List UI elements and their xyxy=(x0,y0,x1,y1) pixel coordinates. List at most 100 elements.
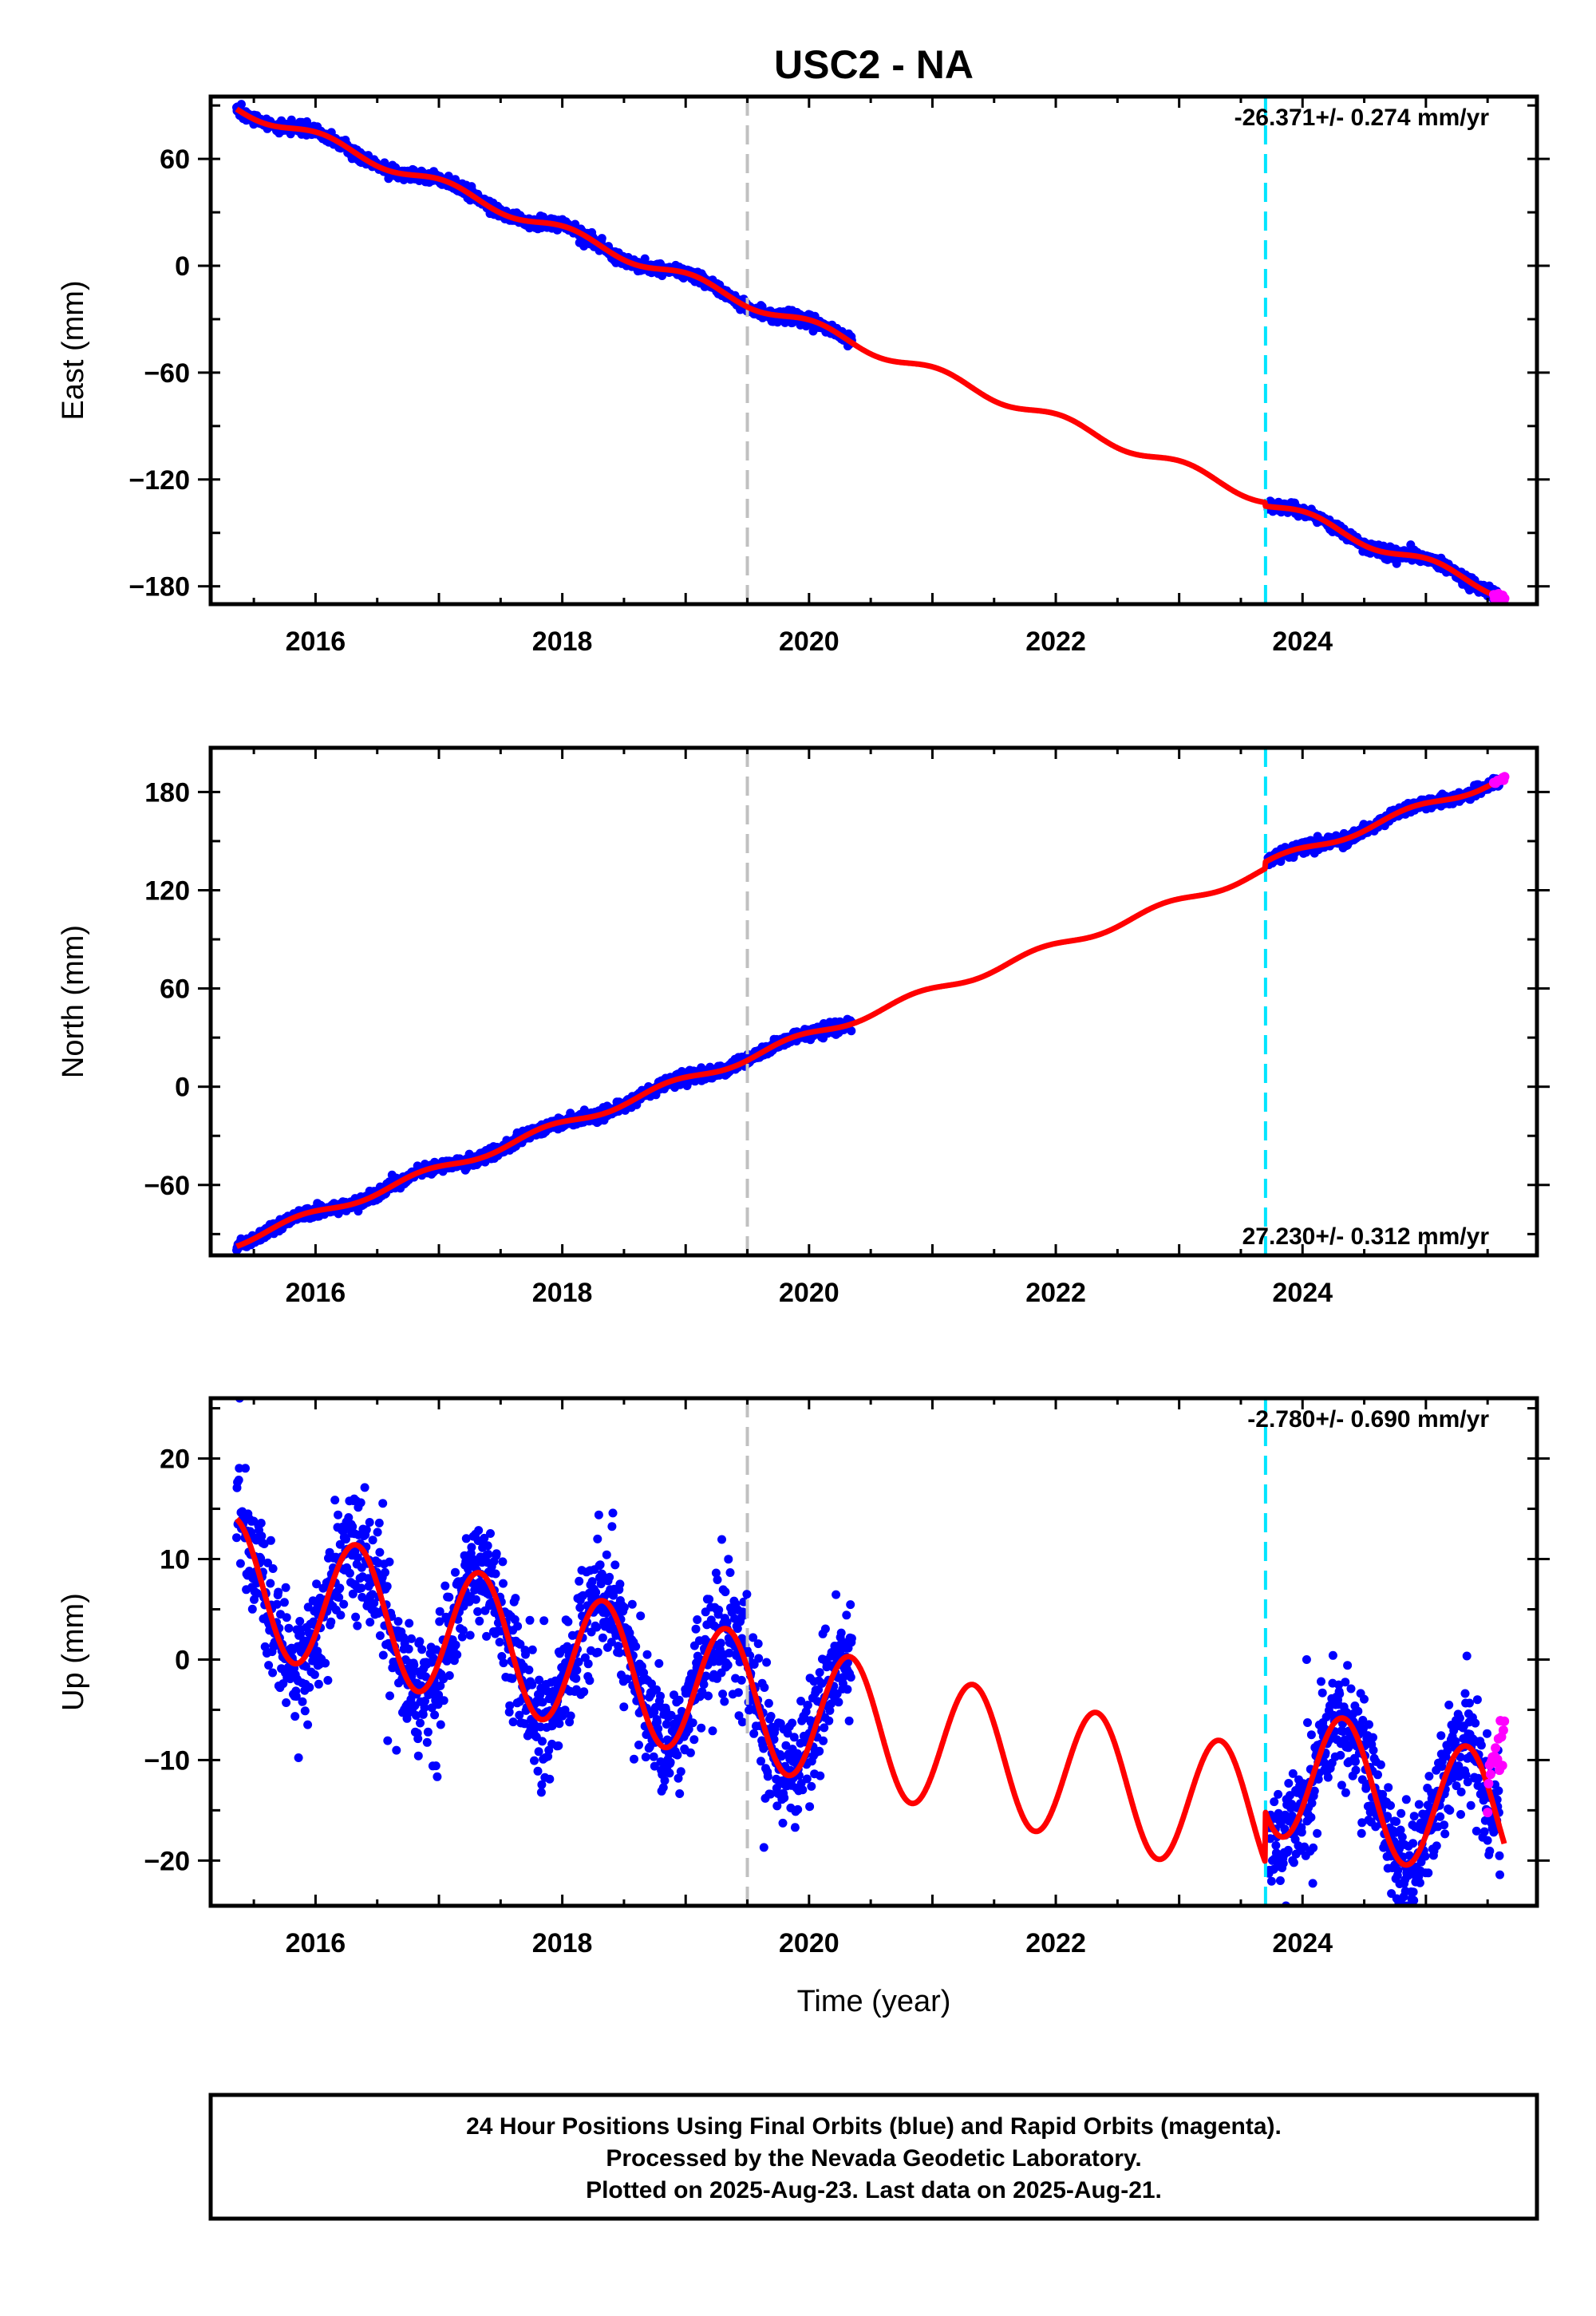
up-data-point xyxy=(385,1557,394,1567)
up-data-point xyxy=(563,1617,573,1626)
east-rate-label: -26.371+/- 0.274 mm/yr xyxy=(1235,105,1490,131)
up-data-point xyxy=(483,1541,492,1551)
north-y-axis-label: North (mm) xyxy=(57,925,90,1078)
up-data-point xyxy=(587,1577,597,1587)
up-data-point xyxy=(484,1550,493,1559)
up-data-point xyxy=(357,1583,366,1593)
up-data-point xyxy=(405,1618,414,1628)
up-data-point xyxy=(436,1720,445,1729)
up-data-point xyxy=(492,1549,501,1559)
up-data-point xyxy=(272,1599,282,1609)
up-data-point xyxy=(266,1535,275,1545)
east-y-axis-label: East (mm) xyxy=(57,280,90,420)
east-y-tick-label: −120 xyxy=(128,465,190,496)
up-data-point xyxy=(444,1671,454,1680)
east-data-point xyxy=(597,234,606,243)
up-data-point xyxy=(439,1696,448,1705)
north-x-tick-label: 2024 xyxy=(1272,1278,1333,1308)
up-data-point xyxy=(279,1598,289,1607)
up-data-point xyxy=(310,1670,319,1679)
up-data-point xyxy=(475,1616,484,1626)
east-x-tick-label: 2020 xyxy=(779,626,839,657)
up-data-point xyxy=(281,1583,290,1592)
up-data-point xyxy=(572,1666,582,1675)
up-data-point xyxy=(465,1630,475,1640)
up-data-point xyxy=(595,1560,605,1570)
up-data-point xyxy=(284,1623,294,1633)
up-data-point xyxy=(381,1567,389,1577)
up-data-point xyxy=(290,1712,300,1721)
up-data-point xyxy=(467,1543,476,1552)
up-data-point xyxy=(268,1564,278,1573)
up-data-point xyxy=(360,1483,369,1492)
up-data-point xyxy=(471,1595,480,1604)
up-data-point xyxy=(375,1547,385,1557)
up-data-point xyxy=(473,1607,483,1616)
up-data-point xyxy=(356,1498,365,1508)
up-data-point xyxy=(417,1645,427,1654)
up-data-point xyxy=(431,1761,440,1771)
up-data-point xyxy=(627,1599,637,1609)
up-data-point xyxy=(585,1676,595,1686)
up-data-point xyxy=(382,1582,392,1591)
up-data-point xyxy=(571,1674,581,1683)
up-data-point xyxy=(554,1741,563,1750)
up-data-point xyxy=(298,1697,307,1706)
north-x-tick-label: 2020 xyxy=(779,1278,839,1308)
up-data-points xyxy=(232,1398,1504,1906)
north-x-tick-label: 2022 xyxy=(1025,1278,1086,1308)
up-data-point xyxy=(422,1737,432,1747)
up-data-point xyxy=(525,1615,535,1625)
up-data-point xyxy=(373,1528,382,1537)
up-data-point xyxy=(330,1496,340,1505)
up-data-point xyxy=(499,1579,508,1588)
up-data-point xyxy=(536,1788,546,1797)
up-data-point xyxy=(451,1567,460,1577)
up-data-point xyxy=(533,1766,543,1776)
up-data-point xyxy=(579,1687,589,1697)
north-y-tick-label: 60 xyxy=(160,974,190,1005)
chart-title: USC2 - NA xyxy=(774,42,974,87)
up-data-point xyxy=(505,1701,515,1710)
up-data-point xyxy=(326,1617,336,1626)
east-y-tick-label: −60 xyxy=(144,358,190,389)
up-data-point xyxy=(314,1679,323,1689)
up-data-point xyxy=(430,1710,440,1720)
up-data-point xyxy=(602,1550,611,1559)
up-data-point xyxy=(598,1633,607,1642)
up-data-point xyxy=(282,1613,291,1622)
up-data-point xyxy=(545,1774,555,1784)
up-data-point xyxy=(334,1510,343,1520)
up-data-point xyxy=(575,1603,585,1612)
east-x-tick-label: 2022 xyxy=(1025,626,1086,657)
up-data-point xyxy=(631,1642,641,1651)
east-y-tick-label: −180 xyxy=(128,572,190,603)
up-data-point xyxy=(433,1772,442,1781)
north-event-lines xyxy=(745,748,1267,1255)
up-data-point xyxy=(530,1756,539,1765)
up-data-point xyxy=(474,1526,484,1535)
east-x-tick-label: 2018 xyxy=(532,626,593,657)
up-data-point xyxy=(619,1603,629,1612)
up-data-point xyxy=(385,1691,394,1701)
up-data-point xyxy=(538,1737,547,1746)
up-data-point xyxy=(247,1604,257,1614)
up-data-point xyxy=(235,1559,245,1568)
up-data-point xyxy=(232,1533,241,1543)
up-data-point xyxy=(303,1720,313,1729)
north-y-tick-label: 120 xyxy=(144,875,190,906)
up-data-point xyxy=(392,1745,401,1755)
up-data-point xyxy=(508,1717,518,1727)
up-data-point xyxy=(268,1668,278,1678)
up-data-point xyxy=(353,1553,362,1563)
up-data-point xyxy=(300,1706,310,1716)
up-data-point xyxy=(498,1557,508,1567)
up-data-point xyxy=(345,1568,354,1578)
up-data-point xyxy=(452,1650,462,1659)
up-data-point xyxy=(413,1751,423,1761)
up-data-point xyxy=(593,1647,602,1657)
east-y-tick-label: 0 xyxy=(175,251,190,282)
